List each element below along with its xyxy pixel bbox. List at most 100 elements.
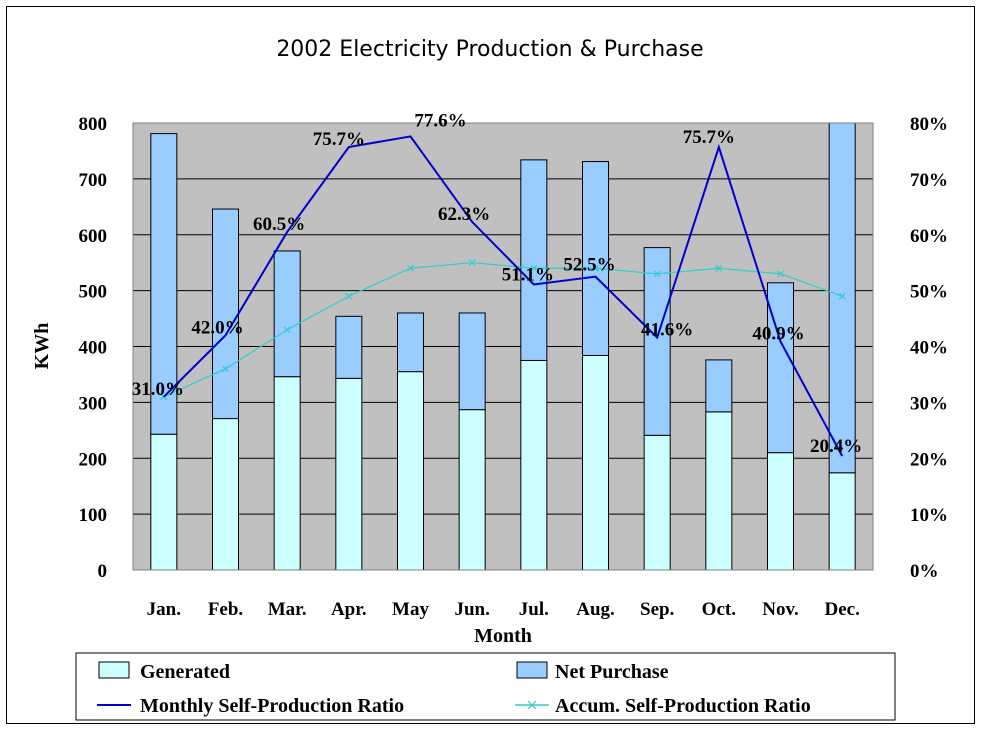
data-label-monthly-ratio: 40.9% <box>752 323 804 344</box>
y2-tick-label: 30% <box>910 393 948 414</box>
data-label-monthly-ratio: 75.7% <box>313 129 365 150</box>
right-axis-ticks: 0% 10% 20% 30% 40% 50% 60% 70% 80% <box>910 114 948 582</box>
bar-generated <box>273 376 301 571</box>
gridlines <box>133 178 873 515</box>
y-tick-label: 500 <box>79 282 108 303</box>
point-accum-ratio <box>468 259 476 267</box>
x-tick-label: Feb. <box>208 599 243 620</box>
x-tick-label: May <box>392 599 429 620</box>
y-tick-label: 0 <box>98 561 108 582</box>
bar-generated <box>458 409 486 571</box>
point-accum-ratio <box>345 292 353 300</box>
bar-generated <box>767 452 794 571</box>
data-label-monthly-ratio: 60.5% <box>253 214 305 235</box>
y2-tick-label: 20% <box>910 449 948 470</box>
x-tick-label: Oct. <box>702 599 736 620</box>
legend-swatch-net-purchase <box>516 661 548 679</box>
legend-label-net-purchase: Net Purchase <box>555 661 669 683</box>
data-label-monthly-ratio: 77.6% <box>414 110 466 131</box>
bar-net-purchase <box>520 159 548 361</box>
y-axis-label: KWh <box>31 323 53 370</box>
bar-net-purchase <box>458 312 486 411</box>
x-axis-ticks: Jan. Feb. Mar. Apr. May Jun. Jul. Aug. Sep. Oct. N… <box>147 599 860 620</box>
legend-label-monthly: Monthly Self-Production Ratio <box>140 695 404 717</box>
y-tick-label: 400 <box>79 338 108 359</box>
x-tick-label: Apr. <box>331 599 367 620</box>
bar-net-purchase <box>767 282 794 454</box>
bar-net-purchase <box>643 247 671 436</box>
bar-net-purchase <box>150 133 178 435</box>
x-tick-label: Jan. <box>147 599 181 620</box>
left-axis-ticks: 0 100 200 300 400 500 600 700 800 <box>79 114 108 582</box>
bar-generated <box>150 433 178 571</box>
y-tick-label: 200 <box>79 449 108 470</box>
ratio-lines <box>160 135 846 457</box>
point-accum-ratio <box>530 264 538 272</box>
bar-generated <box>335 377 363 571</box>
y-tick-label: 700 <box>79 170 108 191</box>
bar-net-purchase <box>397 312 424 373</box>
legend-marker-accum <box>527 700 537 710</box>
x-tick-label: Dec. <box>824 599 859 620</box>
y2-tick-label: 70% <box>910 170 948 191</box>
data-label-monthly-ratio: 20.4% <box>810 436 862 457</box>
bar-generated <box>582 354 609 571</box>
x-tick-label: Jun. <box>454 599 489 620</box>
x-tick-label: Sep. <box>640 599 674 620</box>
line-accum-ratio <box>163 262 843 398</box>
bars <box>150 122 856 571</box>
bar-net-purchase <box>828 122 856 474</box>
x-tick-label: Mar. <box>268 599 307 620</box>
x-axis-label: Month <box>474 625 532 647</box>
data-label-monthly-ratio: 75.7% <box>683 127 735 148</box>
y-tick-label: 100 <box>79 505 108 526</box>
data-label-monthly-ratio: 52.5% <box>563 255 615 276</box>
y-tick-label: 300 <box>79 393 108 414</box>
legend-swatch-generated <box>98 661 130 679</box>
bar-net-purchase <box>335 315 363 379</box>
x-tick-label: Jul. <box>519 599 549 620</box>
x-tick-label: Aug. <box>576 599 615 620</box>
y2-tick-label: 10% <box>910 505 948 526</box>
bar-generated <box>212 418 239 571</box>
data-label-monthly-ratio: 42.0% <box>191 317 243 338</box>
data-label-monthly-ratio: 31.0% <box>132 379 184 400</box>
bar-net-purchase <box>582 161 609 356</box>
bar-net-purchase <box>212 208 239 420</box>
ratio-data-labels: 31.0% 42.0% 60.5% 75.7% 77.6% 62.3% 51.1% 52.5%… <box>132 110 863 457</box>
point-accum-ratio <box>283 326 291 334</box>
bar-generated <box>643 434 671 571</box>
data-label-monthly-ratio: 62.3% <box>438 204 490 225</box>
legend-box <box>75 652 896 721</box>
data-label-monthly-ratio: 51.1% <box>502 264 554 285</box>
chart-title: 2002 Electricity Production & Purchase <box>276 37 703 62</box>
x-tick-label: Nov. <box>762 599 798 620</box>
y-tick-label: 800 <box>79 114 108 135</box>
point-accum-ratio <box>653 270 661 278</box>
point-accum-ratio <box>222 365 229 373</box>
legend-label-generated: Generated <box>140 661 230 683</box>
y2-tick-label: 0% <box>910 561 939 582</box>
y-tick-label: 600 <box>79 226 108 247</box>
point-accum-ratio <box>407 264 414 272</box>
point-accum-ratio <box>592 264 599 272</box>
point-accum-ratio <box>715 264 723 272</box>
legend: Generated Net Purchase Monthly Self-Prod… <box>75 652 896 721</box>
legend-label-accum: Accum. Self-Production Ratio <box>555 695 811 717</box>
bar-net-purchase <box>705 359 733 413</box>
y2-tick-label: 50% <box>910 282 948 303</box>
bar-generated <box>705 411 733 571</box>
data-label-monthly-ratio: 41.6% <box>641 320 693 341</box>
plot-border <box>132 122 874 571</box>
bar-generated <box>828 472 856 571</box>
point-accum-ratio <box>777 270 784 278</box>
bar-generated <box>520 359 548 571</box>
y2-tick-label: 40% <box>910 338 948 359</box>
y2-tick-label: 80% <box>910 114 948 135</box>
line-monthly-ratio <box>163 135 844 457</box>
bar-generated <box>397 371 424 571</box>
bar-net-purchase <box>273 250 301 378</box>
y2-tick-label: 60% <box>910 226 948 247</box>
point-accum-ratio <box>838 292 846 300</box>
